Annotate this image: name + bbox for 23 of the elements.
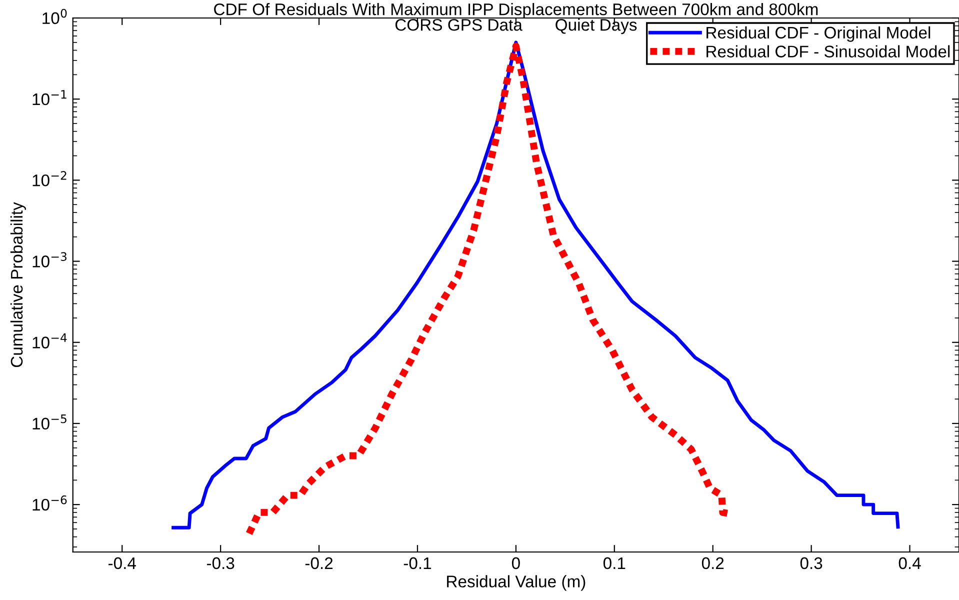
x-tick-label: 0.4 xyxy=(898,557,921,570)
x-tick-label: -0.1 xyxy=(404,557,432,570)
y-tick-label: 10$^{−6}$ xyxy=(32,495,67,511)
legend-label: Residual CDF - Original Model xyxy=(706,26,930,42)
x-tick-label: -0.2 xyxy=(305,557,333,570)
x-tick-label: -0.4 xyxy=(108,557,136,570)
chart-subtitle: CORS GPS Data Quiet Days xyxy=(395,18,637,34)
x-tick-label: 0.1 xyxy=(603,557,626,570)
y-tick-label: 10$^{−1}$ xyxy=(32,90,66,106)
legend-label: Residual CDF - Sinusoidal Model xyxy=(706,45,950,58)
y-axis-title: Cumulative Probability xyxy=(10,202,26,368)
x-tick-label: -0.3 xyxy=(206,557,234,570)
y-tick-label: 10$^{−3}$ xyxy=(32,252,66,268)
y-tick-label: 10$^{−5}$ xyxy=(32,414,66,430)
x-tick-label: 0 xyxy=(512,557,520,570)
line-series xyxy=(172,40,900,530)
x-axis-title: Residual Value (m) xyxy=(447,575,586,591)
chart-title: CDF Of Residuals With Maximum IPP Displacements Between 700km and 800km xyxy=(214,3,818,19)
y-tick-label: 10$^{0}$ xyxy=(42,8,67,24)
x-tick-label: 0.3 xyxy=(800,557,822,570)
y-tick-label: 10$^{−4}$ xyxy=(32,333,67,348)
y-tick-label: 10$^{−2}$ xyxy=(32,171,66,186)
x-tick-label: 0.2 xyxy=(702,557,724,570)
